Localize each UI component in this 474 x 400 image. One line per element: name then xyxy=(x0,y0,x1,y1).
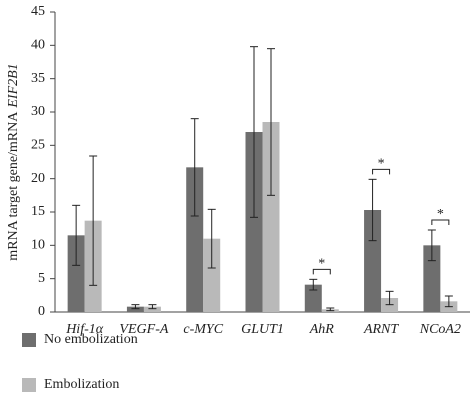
y-tick-label: 0 xyxy=(38,304,45,319)
y-tick-label: 15 xyxy=(31,204,45,219)
bar xyxy=(423,245,441,312)
significance-star: * xyxy=(318,257,325,272)
bar xyxy=(67,235,85,312)
y-tick-label: 5 xyxy=(38,271,45,286)
error-bar xyxy=(207,208,216,269)
bar xyxy=(245,132,263,312)
error-bar xyxy=(190,118,199,217)
error-bar xyxy=(148,304,157,310)
bar xyxy=(262,122,280,312)
significance-bracket xyxy=(431,219,450,225)
error-bar xyxy=(131,304,140,310)
bar xyxy=(143,306,161,312)
significance-bracket xyxy=(372,168,391,175)
y-axis-label: mRNA target gene/mRNA EIF2B1 xyxy=(6,63,21,260)
y-tick-label: 20 xyxy=(31,171,45,186)
x-tick-label: AhR xyxy=(309,322,335,337)
bar xyxy=(186,167,204,312)
x-tick-label: VEGF-A xyxy=(119,322,168,337)
legend-swatch xyxy=(22,333,36,347)
x-tick-label: GLUT1 xyxy=(241,322,284,337)
significance-star: * xyxy=(378,157,385,172)
error-bar xyxy=(250,46,258,218)
error-bar xyxy=(309,278,318,291)
y-tick-label: 30 xyxy=(31,104,45,119)
error-bar xyxy=(72,204,81,266)
x-tick-label: c-MYC xyxy=(183,322,223,337)
legend-swatch xyxy=(22,378,36,392)
error-bar xyxy=(267,48,275,196)
error-bar xyxy=(427,229,436,262)
x-tick-label: ARNT xyxy=(363,322,399,337)
y-tick-label: 40 xyxy=(31,38,45,53)
x-tick-label: Hif-1α xyxy=(65,322,104,337)
y-tick-label: 45 xyxy=(31,4,45,19)
legend-label: No embolization xyxy=(44,332,138,347)
y-tick-label: 35 xyxy=(31,71,45,86)
x-tick-label: NCoA2 xyxy=(419,322,461,337)
y-tick-label: 25 xyxy=(31,138,45,153)
y-label-text: mRNA target gene/mRNA xyxy=(6,111,21,261)
bar xyxy=(304,284,322,312)
bar xyxy=(126,306,144,312)
y-tick-label: 10 xyxy=(31,238,45,253)
error-bar xyxy=(89,155,98,286)
bar xyxy=(364,210,382,312)
legend-label: Embolization xyxy=(44,377,119,392)
error-bar xyxy=(368,178,377,242)
significance-bracket xyxy=(312,268,331,275)
significance-star: * xyxy=(437,207,444,222)
error-bar xyxy=(326,307,335,312)
y-label-gene: EIF2B1 xyxy=(6,63,21,108)
bar xyxy=(203,238,221,312)
error-bar xyxy=(444,295,453,308)
error-bar xyxy=(385,290,394,306)
